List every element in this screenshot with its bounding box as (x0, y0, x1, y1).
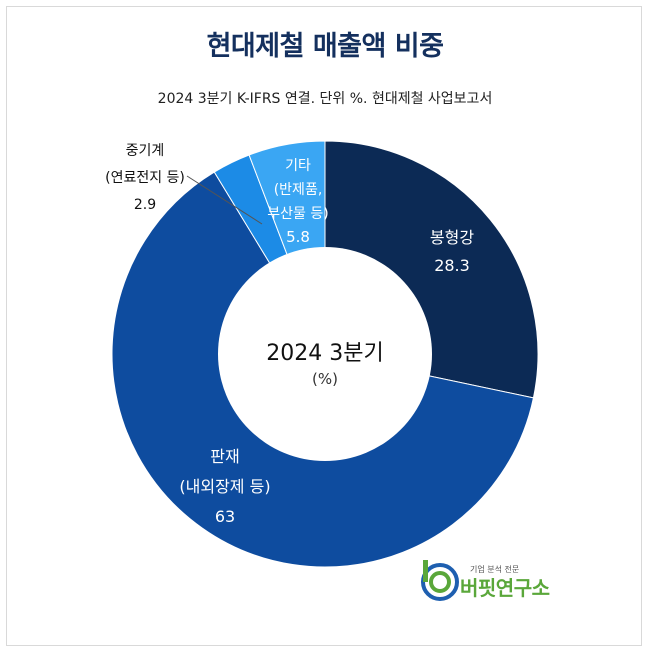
label-junggigye: 중기계 (126, 143, 165, 159)
logo-name: 버핏연구소 (460, 576, 550, 600)
label-bonghyeong: 봉형강 (430, 228, 474, 247)
center-label: 2024 3분기 (266, 341, 383, 366)
label-panjae: (내외장제 등) (179, 477, 270, 496)
label-junggigye-value: 2.9 (134, 197, 156, 213)
label-junggigye: (연료전지 등) (105, 170, 185, 186)
chart-subtitle: 2024 3분기 K-IFRS 연결. 단위 %. 현대제철 사업보고서 (157, 91, 493, 107)
donut-hole (218, 247, 432, 461)
label-gita: 부산물 등) (267, 206, 328, 222)
label-bonghyeong-value: 28.3 (434, 256, 470, 275)
leader-line (186, 175, 263, 225)
center-unit: (%) (312, 370, 338, 388)
label-gita: 기타 (285, 158, 311, 174)
label-panjae: 판재 (210, 447, 239, 466)
chart-title: 현대제철 매출액 비중 (206, 31, 444, 62)
logo-mark-icon (421, 560, 459, 601)
label-panjae-value: 63 (215, 507, 235, 526)
logo-tagline: 기업 분석 전문 (470, 565, 520, 574)
label-gita: (반제품, (274, 182, 323, 198)
label-gita-value: 5.8 (286, 228, 310, 246)
buffett-lab-logo: 기업 분석 전문 버핏연구소 (420, 558, 590, 606)
